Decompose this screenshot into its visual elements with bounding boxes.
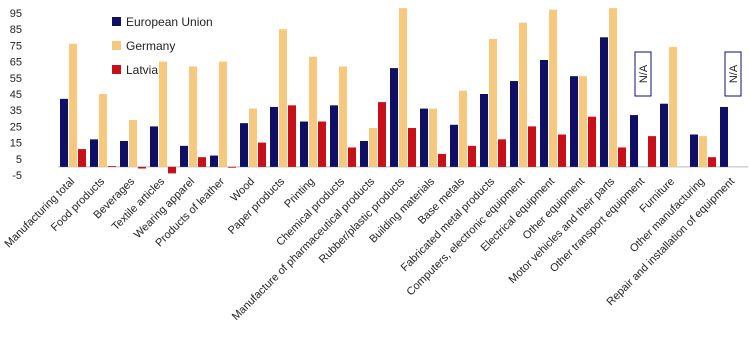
bar [330,105,338,167]
bar [90,139,98,167]
legend-swatch [112,17,121,26]
bar [249,108,257,167]
bar [399,8,407,167]
bar [348,147,356,167]
bar [120,140,128,167]
bar [669,47,677,167]
x-tick-label: Wood [228,176,257,205]
bar [159,61,167,167]
bar [570,76,578,167]
y-tick-label: 25 [10,121,22,133]
bar [519,22,527,167]
bar [510,81,518,167]
bar [189,66,197,167]
bar [438,153,446,167]
bar [369,128,377,167]
y-tick-label: 35 [10,105,22,117]
bar [228,166,236,168]
bar [360,140,368,167]
bar [309,56,317,167]
bar [528,126,536,167]
bar [609,8,617,167]
bar [540,59,548,167]
bar [180,145,188,167]
bar [240,123,248,167]
bar [69,43,77,167]
bar [99,94,107,167]
bar [288,105,296,167]
annotation: N/A [728,64,740,83]
bar [339,66,347,167]
y-tick-label: 5 [16,154,22,166]
y-tick-label: 45 [10,89,22,101]
bar [618,147,626,167]
bar [480,94,488,167]
bar [459,90,467,167]
bar [468,145,476,167]
bar [138,166,146,169]
bar [648,136,656,167]
y-tick-label: 85 [10,24,22,36]
bar [549,9,557,167]
y-tick-label: 75 [10,40,22,52]
annotation: N/A [638,64,650,83]
y-tick-label: 15 [10,138,22,150]
bar [258,142,266,167]
bar [78,149,86,167]
legend-swatch [112,65,121,74]
bar [690,134,698,167]
bar [720,106,728,167]
bar [450,124,458,167]
bar [168,166,176,174]
bar [558,134,566,167]
legend-label: Germany [126,39,175,53]
bar [600,37,608,167]
legend-swatch [112,41,121,50]
bar [129,119,137,167]
bar [390,68,398,167]
bar [108,166,116,167]
bar [420,108,428,167]
bar [588,116,596,167]
bar [408,128,416,167]
annotation-box [634,51,652,97]
y-tick-label: 55 [10,73,22,85]
bar [198,157,206,167]
bar [708,157,716,167]
bar [279,29,287,167]
bar [378,102,386,167]
y-tick-label: -5 [12,170,22,182]
bar [318,121,326,167]
bar [498,139,506,167]
y-tick-label: 95 [10,8,22,20]
bar [660,103,668,167]
bar [270,106,278,167]
bar [60,98,68,167]
bar [150,126,158,167]
annotation-box [724,51,742,97]
bar [489,38,497,167]
legend-label: Latvia [126,63,158,77]
y-tick-label: 65 [10,57,22,69]
legend-label: European Union [126,15,213,29]
bar [210,155,218,167]
bar [219,61,227,167]
bar [429,108,437,167]
bar [699,136,707,167]
bar [630,115,638,167]
bar [300,121,308,167]
bar [579,76,587,167]
